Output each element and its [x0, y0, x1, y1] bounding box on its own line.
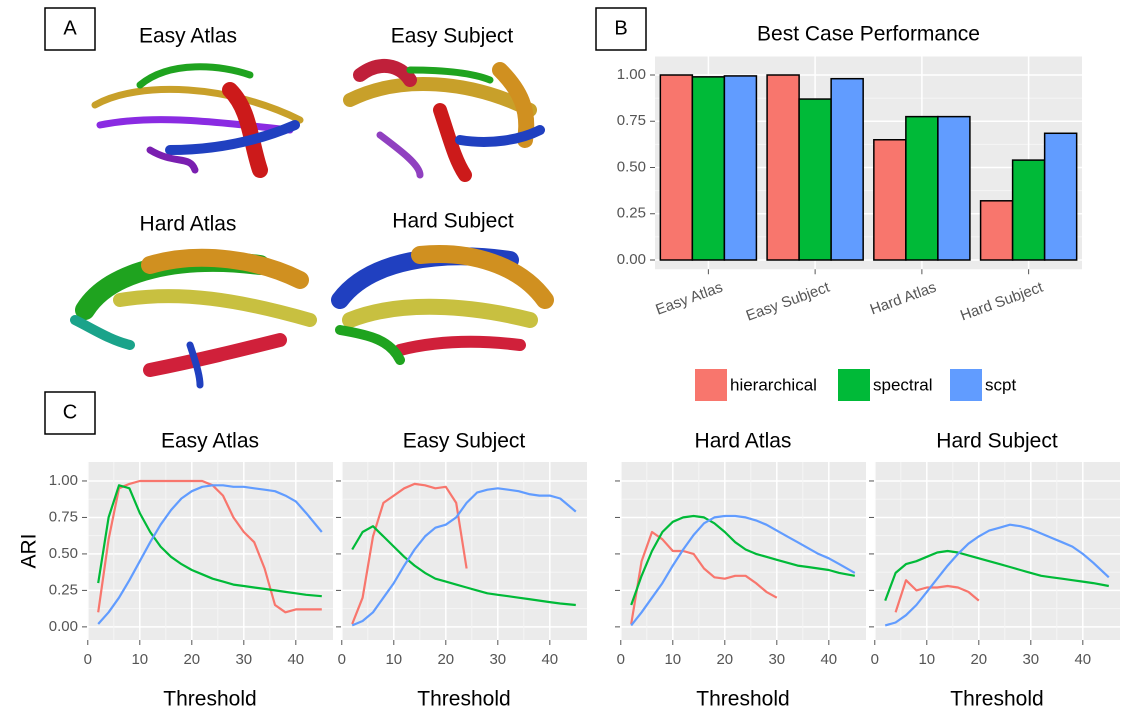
line [884, 549, 1110, 601]
chart-title: Hard Subject [936, 430, 1058, 453]
x-tick-label: 40 [820, 651, 837, 668]
chart-title: Hard Atlas [695, 430, 792, 453]
y-tick-label: 0.00 [617, 251, 646, 268]
panel-label-box [595, 7, 647, 51]
plot-background [620, 462, 866, 640]
panel-label-box [44, 391, 96, 435]
y-tick-label: 0.00 [49, 618, 78, 635]
x-tick-label: 10 [664, 651, 681, 668]
tract-image [70, 248, 317, 389]
x-tick-label: 0 [338, 651, 346, 668]
tract-image [331, 245, 554, 365]
line [351, 525, 576, 607]
panel-label: C [63, 401, 77, 423]
x-tick-label: 40 [287, 651, 304, 668]
x-tick-label: 40 [1074, 651, 1091, 668]
x-tick-label: 10 [385, 651, 402, 668]
x-tick-label: 20 [970, 651, 987, 668]
panel-a-images [70, 59, 554, 389]
image-caption: Easy Atlas [139, 25, 237, 48]
legend-swatch [838, 369, 870, 401]
image-caption: Hard Atlas [140, 213, 237, 236]
x-axis-label: Threshold [950, 688, 1043, 711]
legend-label: spectral [873, 375, 933, 394]
bar [979, 200, 1014, 261]
line [630, 530, 778, 625]
legend-label: scpt [985, 375, 1016, 394]
bar [1011, 159, 1046, 261]
line [894, 579, 980, 613]
x-tick-label: Easy Subject [744, 278, 833, 324]
y-tick-label: 0.75 [49, 508, 78, 525]
bar [723, 75, 758, 261]
legend-label: hierarchical [730, 375, 817, 394]
x-tick-label: Easy Atlas [653, 279, 725, 319]
y-tick-label: 1.00 [49, 472, 78, 489]
panel-a-captions: Easy Atlas Easy Subject Hard Atlas Hard … [139, 25, 514, 236]
panel-label-box [44, 7, 96, 51]
y-tick-label: 1.00 [617, 66, 646, 83]
tract-image [343, 59, 545, 182]
x-tick-label: 20 [437, 651, 454, 668]
legend-swatch [695, 369, 727, 401]
legend-swatch [950, 369, 982, 401]
y-axis-label: ARI [18, 533, 41, 568]
line [351, 487, 577, 627]
bar [691, 76, 726, 261]
line [97, 479, 322, 614]
x-tick-label: 30 [235, 651, 252, 668]
bar [937, 115, 971, 261]
bar [1043, 132, 1078, 261]
line [630, 514, 856, 627]
line [351, 482, 468, 625]
x-tick-label: 30 [768, 651, 785, 668]
line [97, 484, 322, 598]
image-caption: Hard Subject [392, 210, 514, 233]
panel-label: B [614, 17, 627, 39]
line [884, 523, 1110, 627]
x-tick-label: Hard Subject [958, 278, 1046, 324]
x-tick-label: 0 [84, 651, 92, 668]
x-tick-label: 30 [1022, 651, 1039, 668]
chart-title: Easy Atlas [161, 430, 259, 453]
bar [798, 98, 832, 261]
bar [873, 139, 907, 261]
bar [659, 74, 694, 261]
x-tick-label: 20 [183, 651, 200, 668]
y-tick-label: 0.25 [49, 581, 78, 598]
tract-image [91, 63, 304, 178]
x-axis-label: Threshold [696, 688, 789, 711]
bar [766, 74, 800, 261]
x-tick-label: Hard Atlas [868, 279, 939, 319]
x-tick-label: 40 [541, 651, 558, 668]
x-tick-label: 20 [716, 651, 733, 668]
image-caption: Easy Subject [391, 25, 514, 48]
y-tick-label: 0.50 [617, 158, 646, 175]
x-tick-label: 10 [918, 651, 935, 668]
x-tick-label: 10 [131, 651, 148, 668]
bar [905, 115, 939, 261]
chart-title: Easy Subject [403, 430, 526, 453]
y-tick-label: 0.50 [49, 545, 78, 562]
bar [830, 77, 864, 261]
x-tick-label: 30 [489, 651, 506, 668]
line [630, 514, 856, 606]
line [97, 484, 323, 625]
panel-labels: A B C [44, 7, 647, 435]
panel-label: A [63, 17, 77, 39]
x-axis-label: Threshold [163, 688, 256, 711]
x-axis-label: Threshold [417, 688, 510, 711]
y-tick-label: 0.75 [617, 112, 646, 129]
y-tick-label: 0.25 [617, 205, 646, 222]
chart-title: Best Case Performance [757, 23, 980, 46]
x-tick-label: 0 [617, 651, 625, 668]
x-tick-label: 0 [871, 651, 879, 668]
